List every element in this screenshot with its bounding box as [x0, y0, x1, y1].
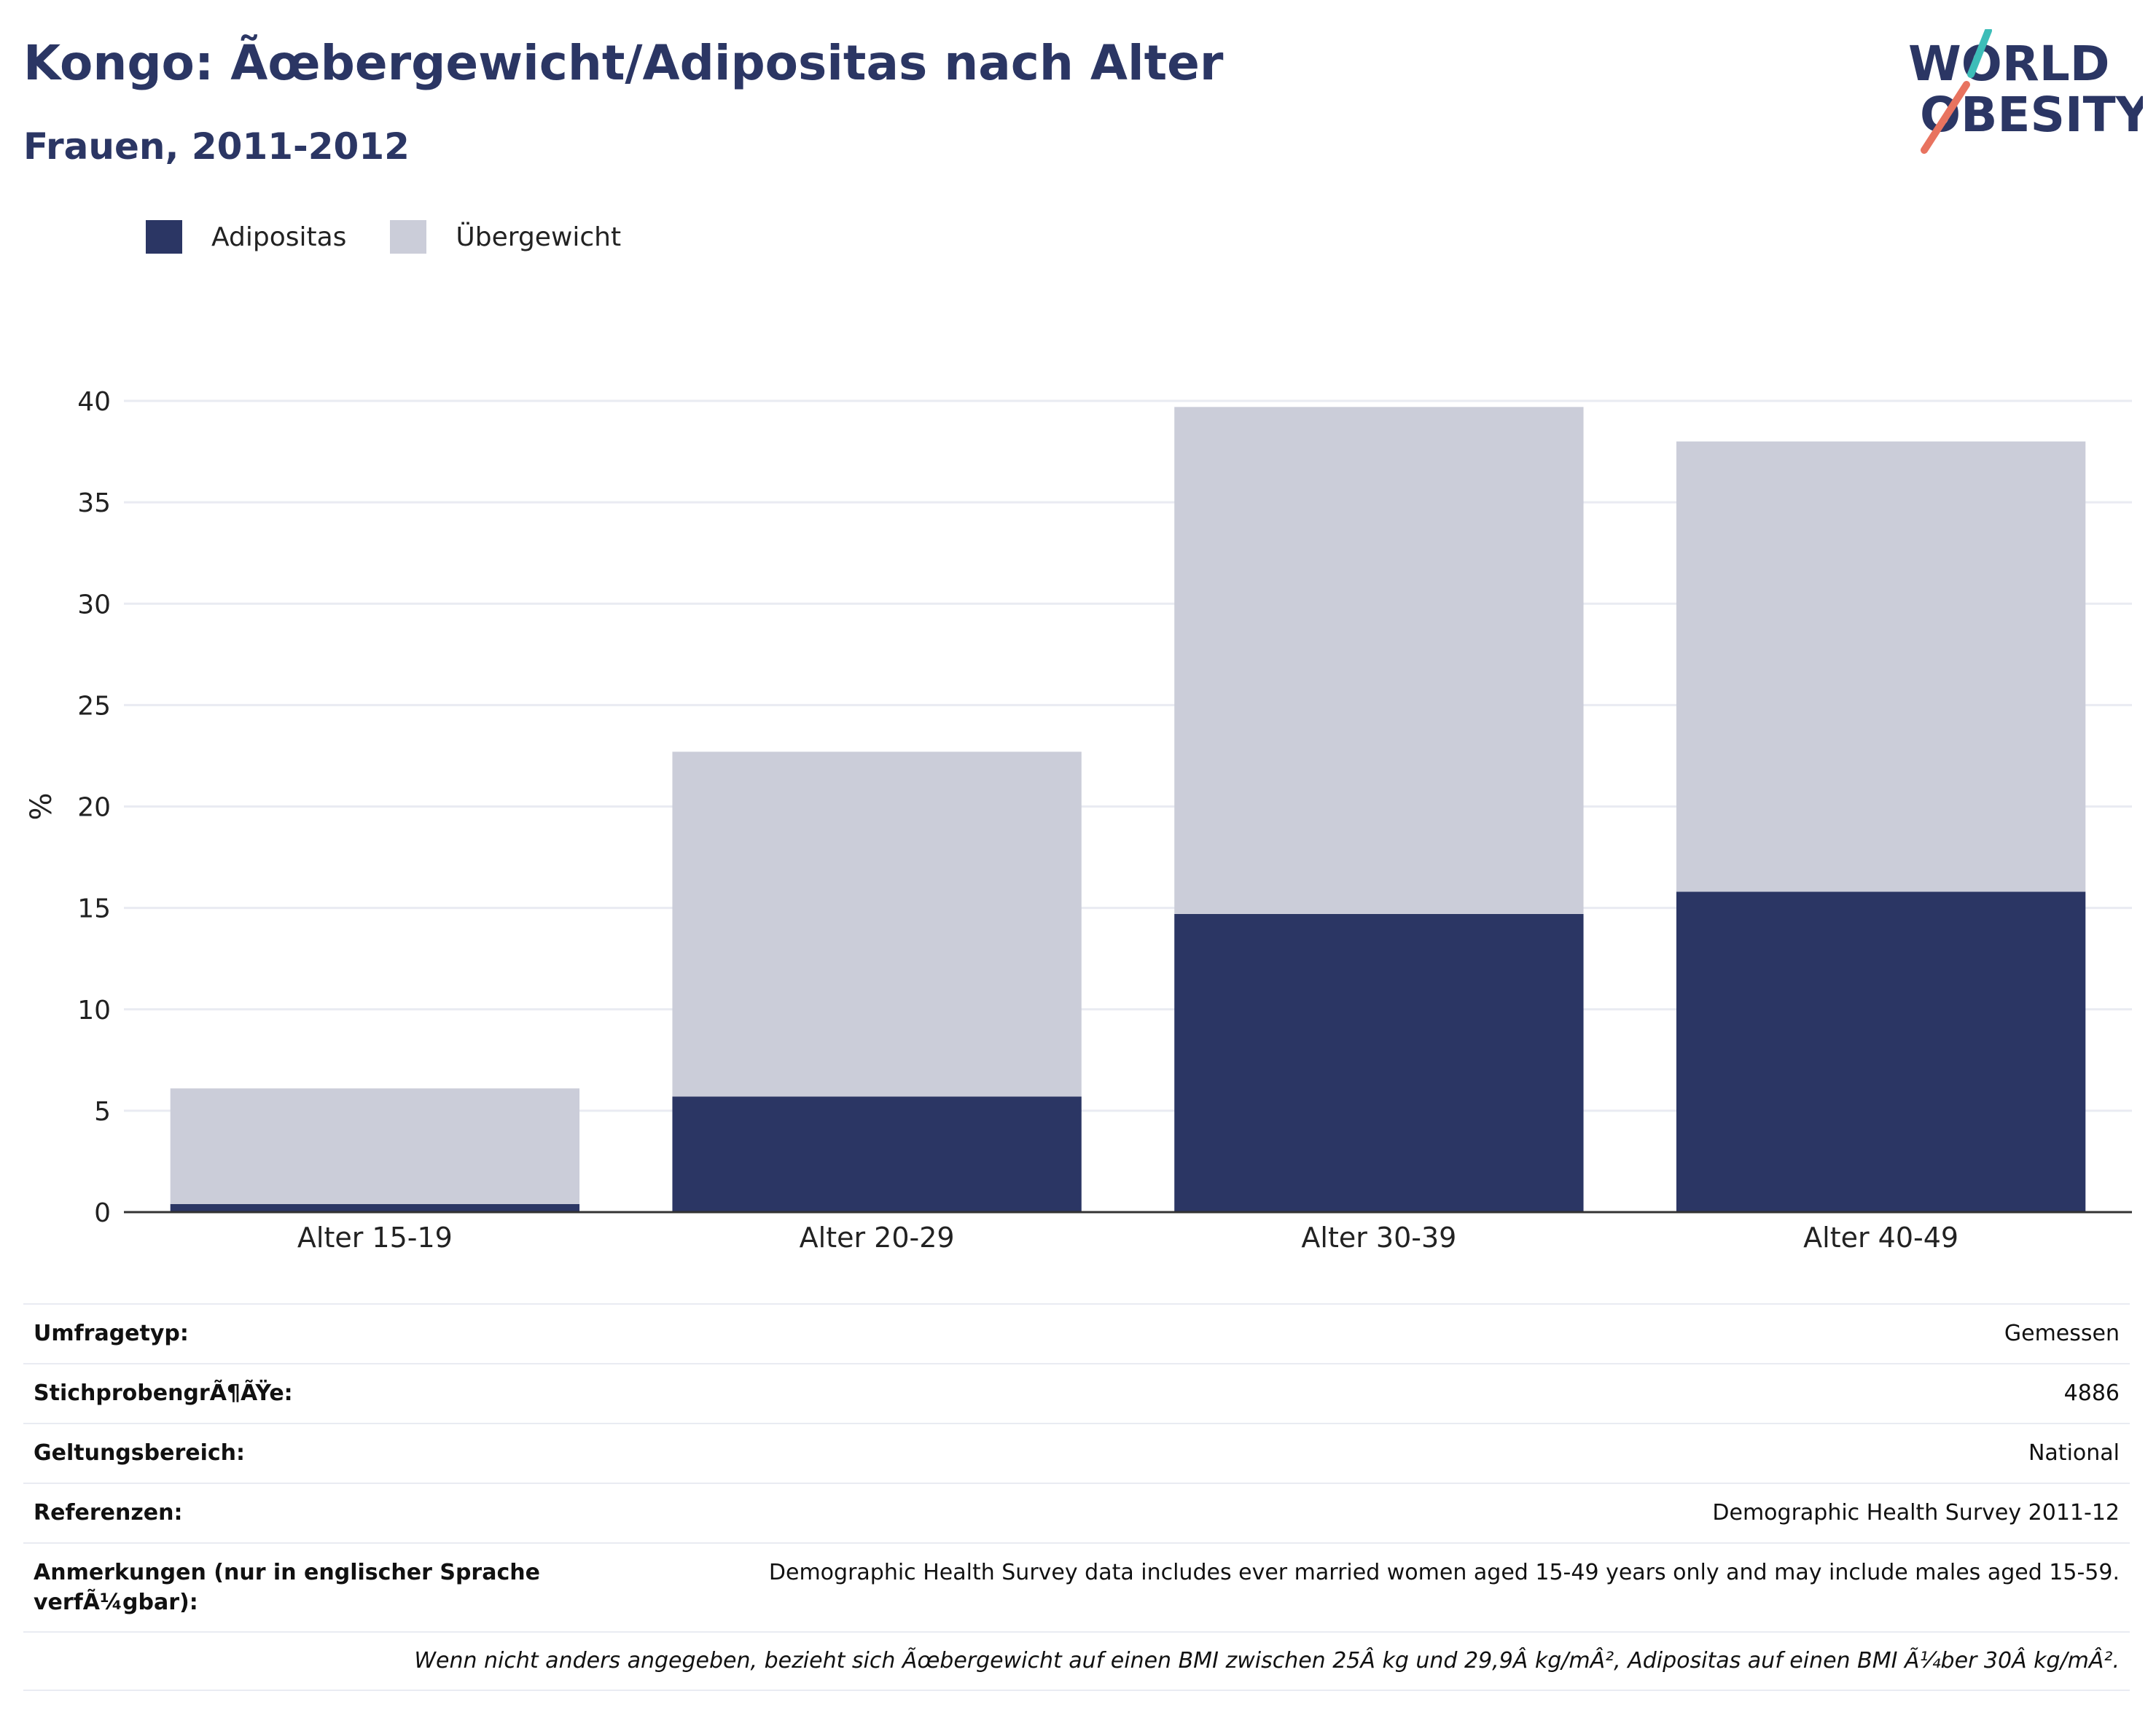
info-key: Umfragetyp: — [34, 1320, 189, 1346]
info-row-notes: Anmerkungen (nur in englischer Sprache v… — [23, 1542, 2130, 1631]
y-tick-label: 5 — [94, 1097, 111, 1127]
bar-uebergewicht — [170, 1088, 580, 1204]
info-key: Referenzen: — [34, 1499, 183, 1526]
bar-adipositas — [1174, 913, 1584, 1212]
chart-subtitle: Frauen, 2011-2012 — [23, 125, 410, 168]
legend-swatch-uebergewicht — [390, 220, 427, 254]
info-value: 4886 — [2063, 1380, 2120, 1406]
info-row-sample-size: StichprobengrÃ¶ÃŸe: 4886 — [23, 1363, 2130, 1423]
info-row-footnote: Wenn nicht anders angegeben, bezieht sic… — [23, 1631, 2130, 1691]
bar-uebergewicht — [1174, 407, 1584, 914]
legend-item-uebergewicht[interactable]: Übergewicht — [390, 220, 621, 254]
stacked-bar-chart: 0 5 10 15 20 25 30 35 40% Alter 15-19 Alter 20-29 A… — [25, 387, 2132, 1254]
x-category-label: Alter 30-39 — [1301, 1222, 1456, 1254]
info-row-survey-type: Umfragetyp: Gemessen — [23, 1303, 2130, 1363]
x-category-label: Alter 15-19 — [297, 1222, 453, 1254]
info-value: National — [2028, 1440, 2120, 1466]
chart-legend: Adipositas Übergewicht — [146, 217, 665, 257]
y-tick-label: 20 — [77, 793, 111, 823]
bar-uebergewicht — [1676, 441, 2086, 892]
world-obesity-logo: WORLD OBESITY — [1908, 29, 2143, 154]
info-row-scope: Geltungsbereich: National — [23, 1423, 2130, 1483]
legend-label-adipositas: Adipositas — [211, 222, 347, 252]
y-tick-label: 40 — [77, 387, 111, 417]
logo-line-2: OBESITY — [1920, 87, 2143, 143]
info-key: Anmerkungen (nur in englischer Sprache v… — [34, 1560, 540, 1615]
x-category-label: Alter 20-29 — [800, 1222, 955, 1254]
bar-adipositas — [1676, 891, 2086, 1212]
logo-slash-bottom — [1921, 81, 1970, 154]
footnote-text: Wenn nicht anders angegeben, bezieht sic… — [414, 1647, 2120, 1674]
y-tick-label: 30 — [77, 590, 111, 620]
bar-uebergewicht — [672, 751, 1082, 1097]
logo-line-1: WORLD — [1908, 36, 2110, 92]
y-tick-label: 25 — [77, 691, 111, 721]
y-tick-label: 10 — [77, 996, 111, 1026]
survey-info-table: Umfragetyp: Gemessen StichprobengrÃ¶ÃŸe:… — [23, 1303, 2130, 1691]
legend-item-adipositas[interactable]: Adipositas — [146, 220, 346, 254]
y-tick-label: 0 — [94, 1198, 111, 1228]
legend-label-uebergewicht: Übergewicht — [456, 222, 622, 252]
legend-swatch-adipositas — [146, 220, 182, 254]
info-key: StichprobengrÃ¶ÃŸe: — [34, 1380, 293, 1406]
info-row-references: Referenzen: Demographic Health Survey 20… — [23, 1483, 2130, 1542]
y-tick-label: 35 — [77, 488, 111, 518]
info-value: Gemessen — [2004, 1320, 2120, 1346]
y-axis-title: % — [25, 792, 58, 820]
bar-adipositas — [170, 1203, 580, 1212]
info-value: Demographic Health Survey data includes … — [768, 1560, 2120, 1585]
bar-adipositas — [672, 1096, 1082, 1212]
info-value: Demographic Health Survey 2011-12 — [1712, 1499, 2120, 1526]
y-tick-label: 15 — [77, 894, 111, 924]
x-category-label: Alter 40-49 — [1803, 1222, 1958, 1254]
chart-title: Kongo: Ãœbergewicht/Adipositas nach Alte… — [23, 35, 1224, 91]
logo-slash-top — [1967, 29, 1992, 78]
info-key: Geltungsbereich: — [34, 1440, 246, 1466]
